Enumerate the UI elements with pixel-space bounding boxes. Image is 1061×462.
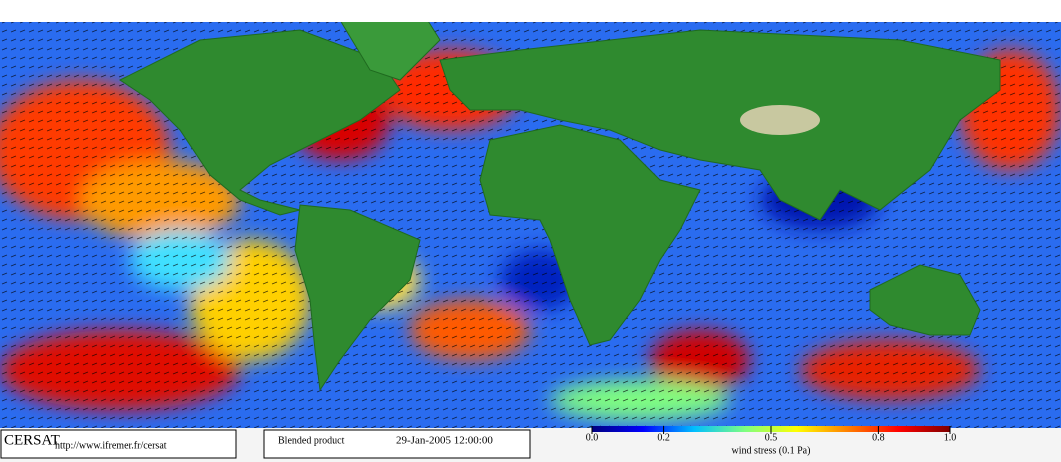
product: Blended product bbox=[278, 435, 345, 446]
colorbar-tick-label: 0.0 bbox=[586, 432, 599, 443]
colorbar-label: wind stress (0.1 Pa) bbox=[732, 445, 811, 456]
arctic bbox=[0, 0, 1061, 22]
land bbox=[119, 7, 1001, 392]
colorbar-tick-label: 0.2 bbox=[657, 432, 670, 443]
colorbar-tick-label: 0.5 bbox=[765, 432, 778, 443]
logo-box bbox=[0, 429, 237, 459]
logo: CERSAT bbox=[4, 432, 60, 448]
colorbar-tick-label: 0.8 bbox=[872, 432, 885, 443]
info-box bbox=[263, 429, 531, 459]
timestamp: 29-Jan-2005 12:00:00 bbox=[396, 435, 493, 447]
colorbar-tick-label: 1.0 bbox=[944, 432, 957, 443]
url: http://www.ifremer.fr/cersat bbox=[55, 440, 167, 451]
